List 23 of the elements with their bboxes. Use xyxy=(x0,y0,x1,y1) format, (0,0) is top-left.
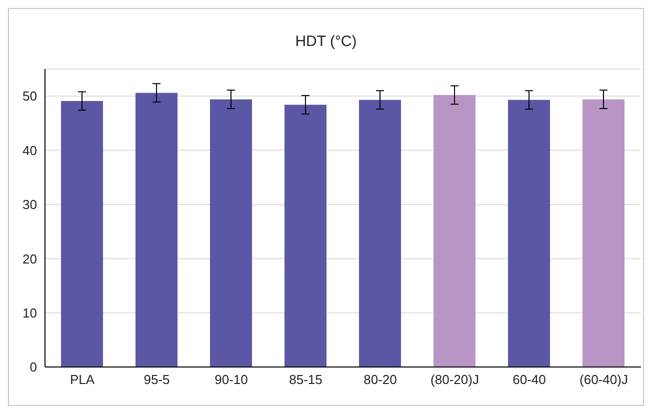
chart-title: HDT (°C) xyxy=(294,33,358,50)
x-tick-label: (80-20)J xyxy=(430,372,479,388)
y-tick-label: 20 xyxy=(22,251,37,266)
y-tick-label: 40 xyxy=(22,142,37,158)
bar xyxy=(582,99,624,367)
bar xyxy=(434,95,476,367)
y-tick-label: 0 xyxy=(30,360,37,375)
x-tick-label: 80-20 xyxy=(364,372,397,388)
bar xyxy=(284,104,326,367)
y-tick-label: 10 xyxy=(22,305,37,320)
bar xyxy=(508,100,550,367)
bar xyxy=(136,92,178,367)
y-tick-label: 50 xyxy=(22,88,37,104)
x-tick-label: 60-40 xyxy=(512,372,546,388)
x-tick-label: (60-40)J xyxy=(580,372,628,388)
bar xyxy=(359,100,401,367)
bar xyxy=(210,99,252,367)
bar xyxy=(61,100,103,367)
x-tick-label: 85-15 xyxy=(289,372,322,388)
y-tick-label: 30 xyxy=(22,197,37,212)
x-tick-label: PLA xyxy=(70,372,95,388)
x-tick-label: 90-10 xyxy=(214,372,248,388)
x-tick-label: 95-5 xyxy=(144,372,170,388)
